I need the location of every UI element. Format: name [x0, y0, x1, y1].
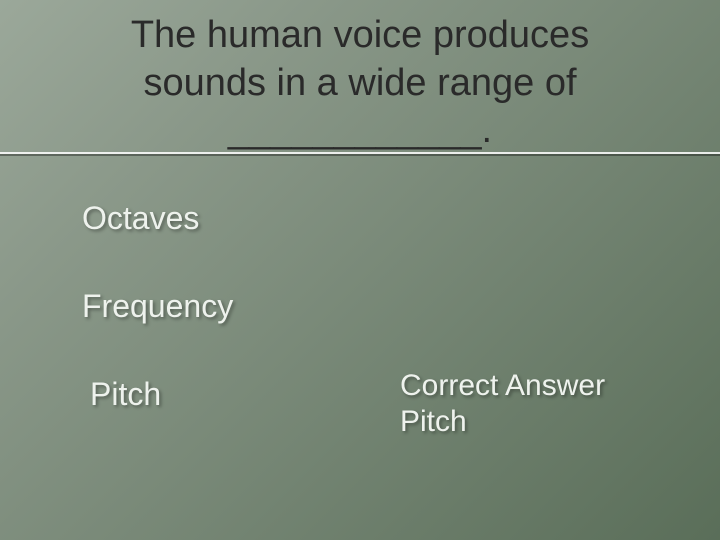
option-pitch[interactable]: Pitch [90, 376, 161, 413]
title-line-3: ____________. [80, 107, 640, 155]
title-underline [0, 152, 720, 154]
option-octaves[interactable]: Octaves [82, 200, 199, 237]
correct-answer-block: Correct Answer Pitch [400, 368, 605, 440]
title-underline-shadow [0, 154, 720, 156]
option-frequency[interactable]: Frequency [82, 288, 233, 325]
title-area: The human voice produces sounds in a wid… [80, 12, 640, 155]
title-line-2: sounds in a wide range of [80, 60, 640, 108]
correct-answer-heading: Correct Answer [400, 368, 605, 404]
slide: The human voice produces sounds in a wid… [0, 0, 720, 540]
title-line-1: The human voice produces [80, 12, 640, 60]
correct-answer-value: Pitch [400, 404, 605, 440]
